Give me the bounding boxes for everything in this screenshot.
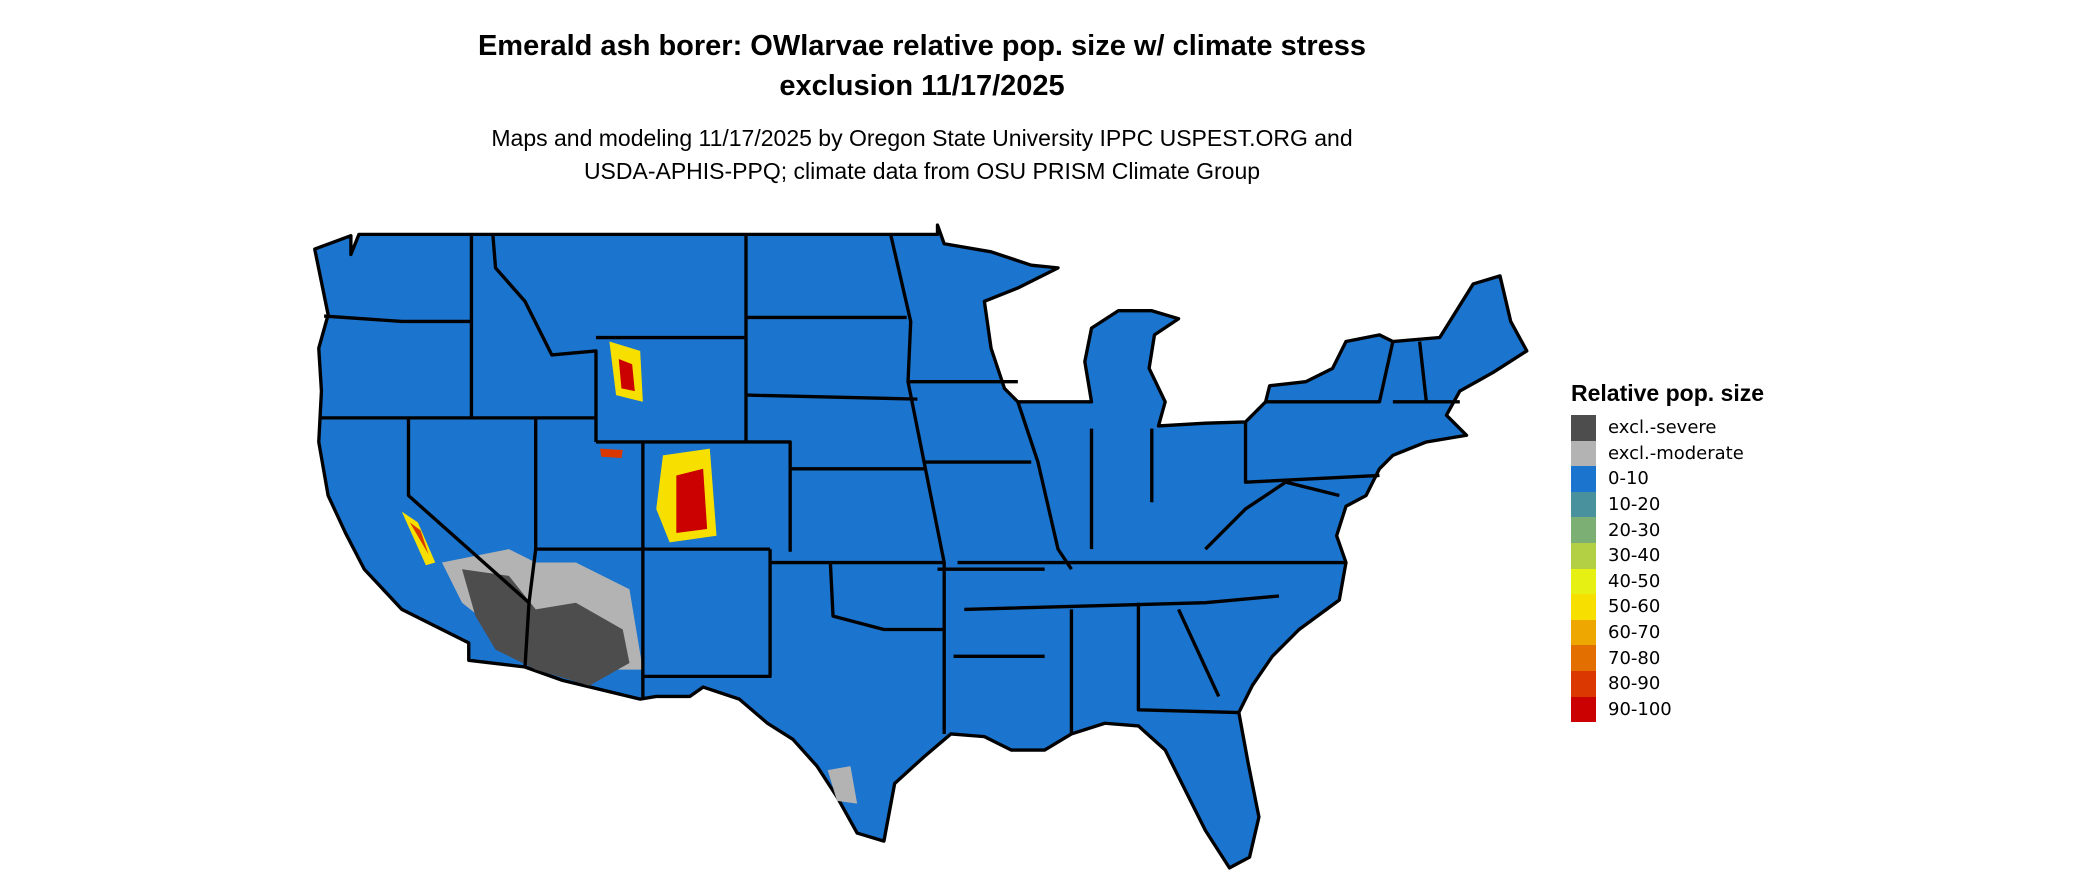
- legend-label: 10-20: [1608, 494, 1661, 516]
- state-borders: [318, 234, 1460, 734]
- legend-label: 20-30: [1608, 519, 1661, 541]
- legend-swatch: [1571, 619, 1596, 646]
- legend-swatch: [1571, 466, 1596, 492]
- title-line-2: exclusion 11/17/2025: [779, 70, 1065, 102]
- legend-label: 90-100: [1608, 698, 1672, 720]
- legend-swatch: [1571, 696, 1596, 723]
- legend-label: 60-70: [1608, 622, 1661, 644]
- legend-label: 30-40: [1608, 545, 1661, 567]
- legend-item: 40-50: [1571, 568, 1764, 595]
- excluded-areas: [441, 549, 858, 804]
- map-title: Emerald ash borer: OWlarvae relative pop…: [322, 26, 1522, 106]
- legend-label: 40-50: [1608, 570, 1661, 592]
- legend-item: 70-80: [1571, 645, 1764, 671]
- legend-label: 80-90: [1608, 673, 1661, 695]
- legend-item: 80-90: [1571, 670, 1764, 697]
- legend-item: 50-60: [1571, 594, 1764, 620]
- subtitle-line-1: Maps and modeling 11/17/2025 by Oregon S…: [491, 125, 1353, 151]
- legend-item: 20-30: [1571, 517, 1764, 543]
- high-value-areas: [401, 341, 717, 566]
- legend-swatch: [1571, 491, 1596, 518]
- legend-swatch: [1571, 517, 1596, 543]
- map-subtitle: Maps and modeling 11/17/2025 by Oregon S…: [322, 122, 1522, 188]
- legend-label: 50-60: [1608, 596, 1661, 618]
- legend-title: Relative pop. size: [1571, 380, 1765, 406]
- legend-swatch: [1571, 670, 1596, 697]
- legend-swatch: [1571, 594, 1596, 620]
- legend-swatch: [1571, 542, 1596, 569]
- legend-label: 0-10: [1608, 468, 1649, 490]
- legend-swatch: [1571, 415, 1596, 441]
- legend-item: excl.-moderate: [1571, 440, 1764, 467]
- us-outline: [313, 223, 1529, 870]
- legend-label: 70-80: [1608, 647, 1661, 669]
- legend-item: 0-10: [1571, 466, 1764, 492]
- legend-item: 30-40: [1571, 542, 1764, 569]
- legend-item: excl.-severe: [1571, 415, 1764, 441]
- subtitle-line-2: USDA-APHIS-PPQ; climate data from OSU PR…: [583, 158, 1261, 184]
- legend-item: 60-70: [1571, 619, 1764, 646]
- legend-swatch: [1571, 568, 1596, 595]
- legend-item: 10-20: [1571, 491, 1764, 518]
- legend-label: excl.-severe: [1608, 417, 1717, 439]
- title-line-1: Emerald ash borer: OWlarvae relative pop…: [477, 30, 1367, 62]
- legend-swatch: [1571, 645, 1596, 671]
- legend: Relative pop. size excl.-severe excl.-mod…: [1571, 380, 1765, 723]
- legend-item: 90-100: [1571, 696, 1764, 723]
- legend-swatch: [1571, 440, 1596, 467]
- legend-label: excl.-moderate: [1608, 442, 1744, 464]
